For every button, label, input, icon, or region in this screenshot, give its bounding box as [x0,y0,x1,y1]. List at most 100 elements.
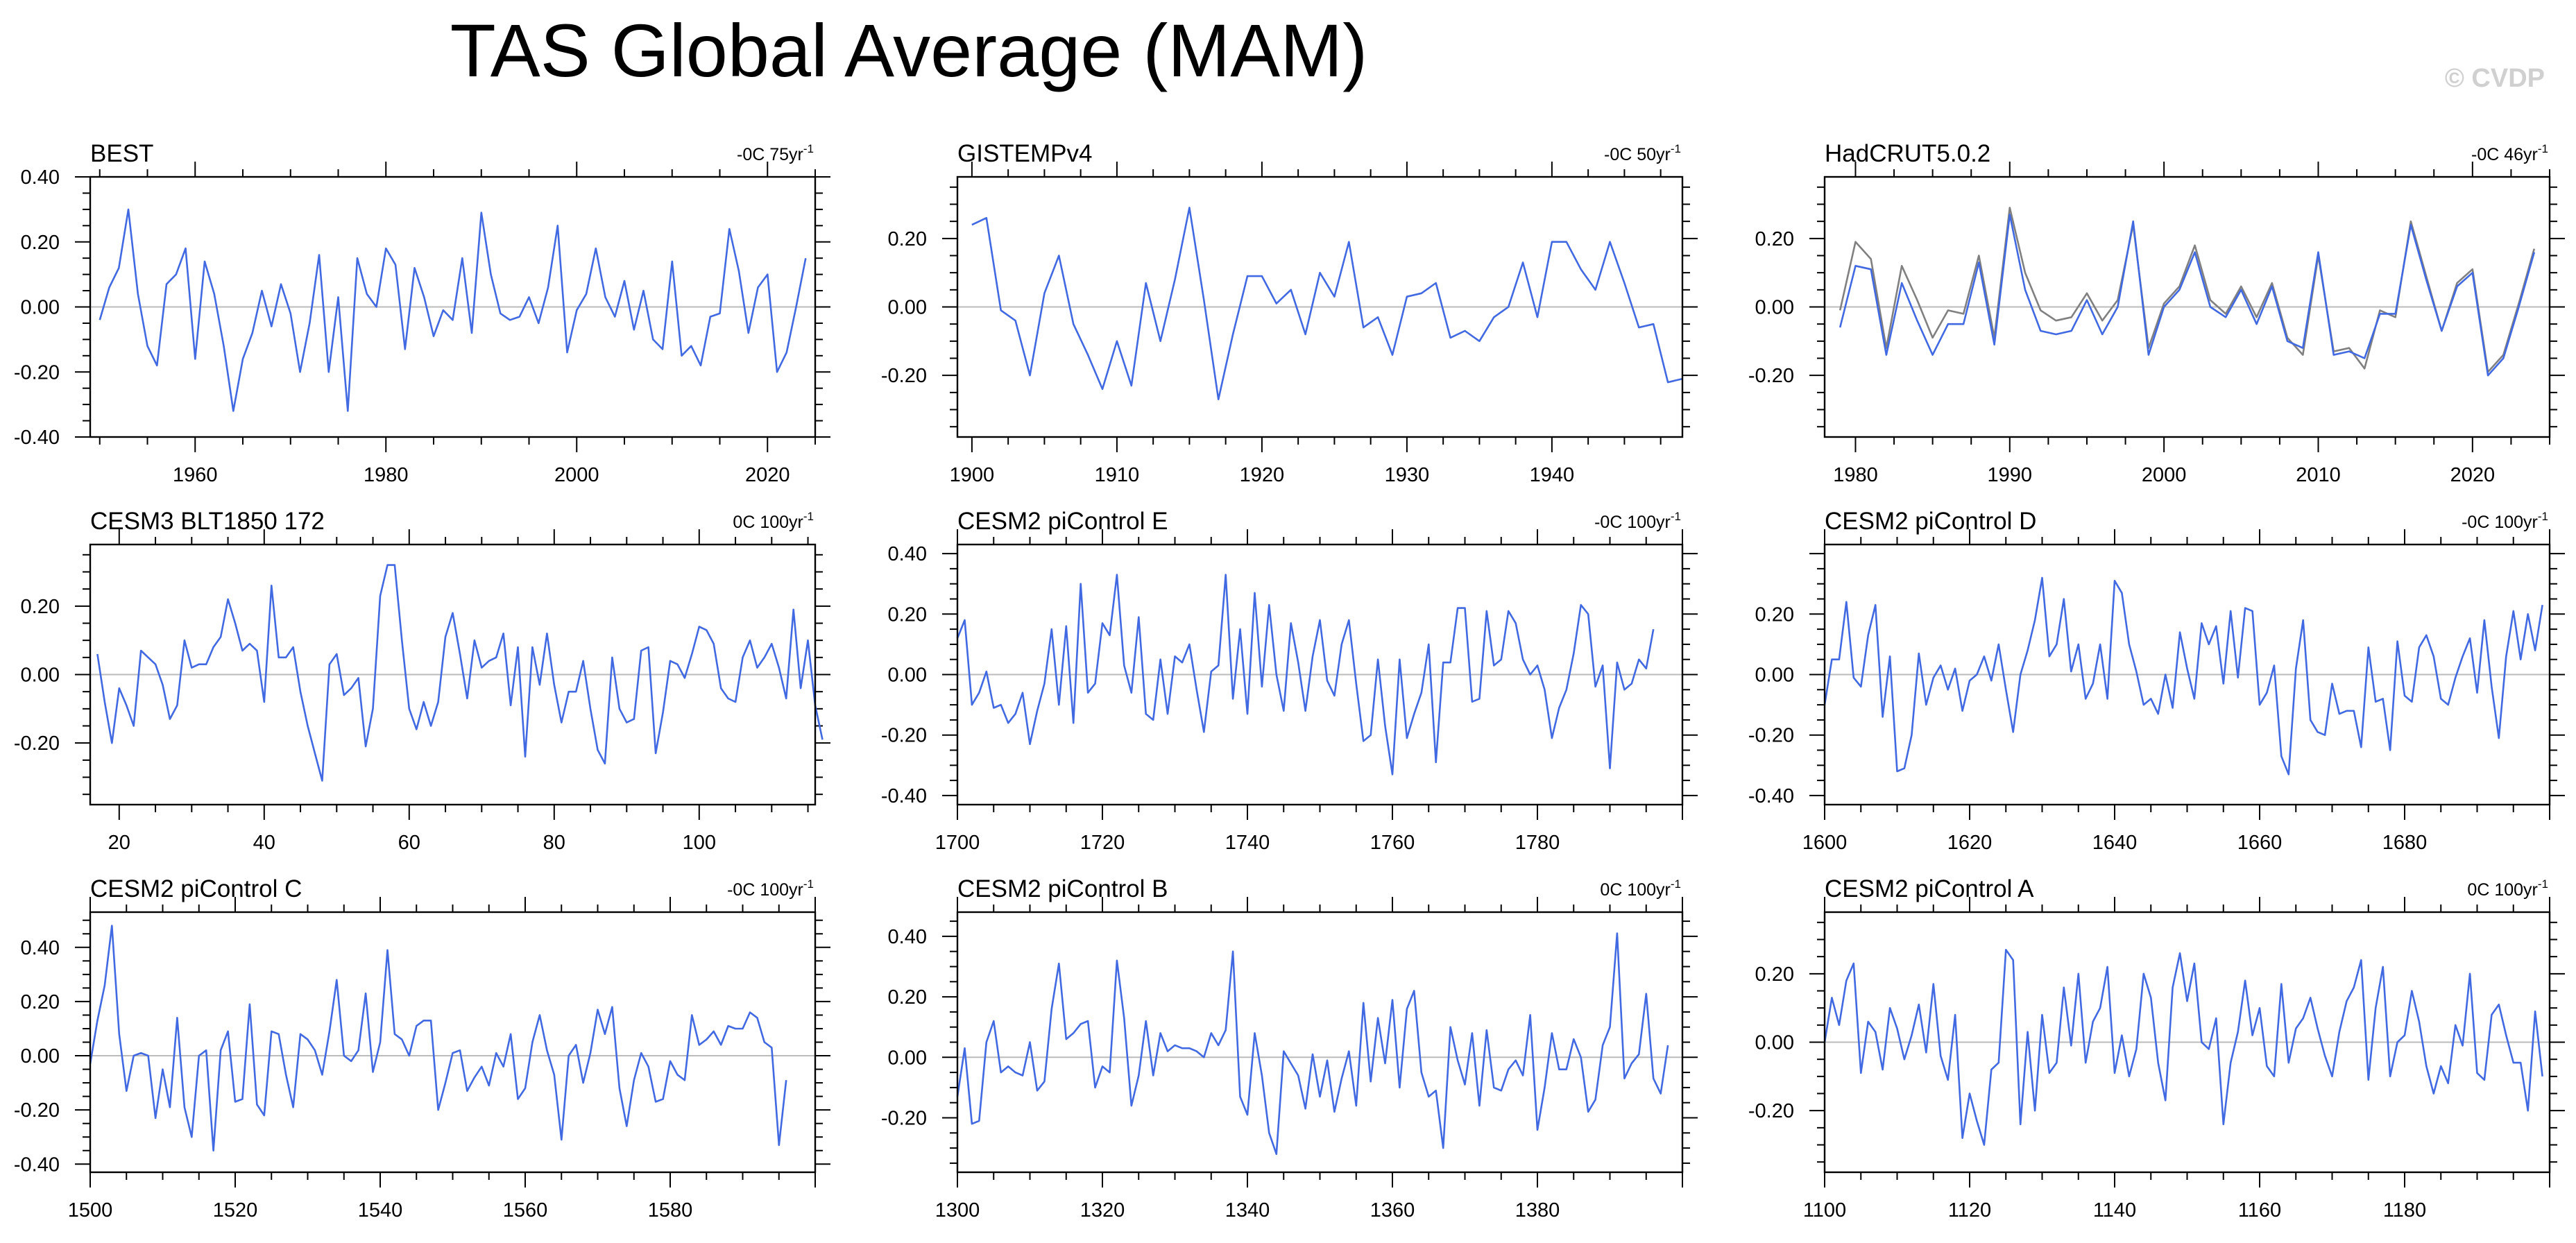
trend-label: 0C 100yr-1 [2467,877,2548,900]
panel-title: CESM2 piControl C [90,875,302,902]
trend-exponent: -1 [2538,142,2548,155]
trend-exponent: -1 [803,877,814,891]
y-tick-label: -0.20 [1748,725,1794,747]
y-tick-label: -0.20 [881,725,927,747]
panel-title: CESM2 piControl E [957,508,1168,535]
x-tick-label: 1780 [1515,832,1560,854]
series-line [971,207,1683,401]
y-tick-label: 0.20 [1755,963,1794,986]
x-tick-label: 1940 [1530,464,1575,486]
x-tick-label: 1140 [2093,1199,2136,1221]
trend-exponent: -1 [2538,877,2548,891]
y-tick-label: -0.20 [881,1108,927,1130]
y-tick-label: 0.00 [888,1047,927,1069]
x-tick-label: 1660 [2237,832,2283,854]
trend-exponent: -1 [1671,877,1681,891]
series-line [1823,576,2543,775]
y-tick-label: -0.20 [14,361,60,384]
y-tick-label: 0.00 [1755,297,1794,319]
trend-label: 0C 100yr-1 [1600,877,1681,900]
x-tick-label: 1910 [1095,464,1140,486]
panel-title: CESM2 piControl B [957,875,1168,902]
plot-frame [956,543,1684,806]
x-tick-label: 1540 [358,1199,403,1221]
x-tick-label: 1360 [1370,1199,1415,1221]
x-tick-label: 2020 [745,464,790,486]
x-tick-label: 80 [543,832,565,854]
x-tick-label: 1160 [2238,1199,2281,1221]
x-tick-label: 1100 [1803,1199,1846,1221]
trend-label: -0C 100yr-1 [2462,510,2548,532]
plot-frame [1823,911,2551,1174]
y-tick-label: -0.20 [1748,365,1794,387]
x-tick-label: 2000 [2142,464,2187,486]
x-tick-label: 1640 [2092,832,2138,854]
plot-frame [956,175,1684,438]
x-tick-label: 20 [108,832,130,854]
trend-exponent: -1 [2538,510,2548,523]
y-tick-label: 0.20 [888,228,927,250]
y-tick-label: -0.40 [881,785,927,807]
chart-panel-1: 1960 1980 2000 2020 -0.40 -0.20 0.00 0.20 0.40 BE… [14,140,830,486]
plot-frame [89,543,817,806]
y-tick-label: 0.40 [888,926,927,948]
chart-panel-8: 1300 1320 1340 1360 1380 -0.20 0.00 0.20 0.40 CES… [881,875,1698,1221]
series-line [956,574,1655,775]
panel-title: HadCRUT5.0.2 [1825,140,1990,167]
chart-panel-3: 1980 1990 2000 2010 2020 -0.20 0.00 0.20 HadCRUT… [1748,140,2565,486]
series-line [99,208,807,412]
chart-panel-6: 1600 1620 1640 1660 1680 -0.40 -0.20 0.00 0.20 CE… [1748,508,2565,854]
plot-frame [1823,175,2551,438]
x-tick-label: 1930 [1385,464,1430,486]
y-tick-label: 0.00 [21,297,60,319]
panel-title: CESM2 piControl A [1825,875,2034,902]
trend-label: -0C 100yr-1 [727,877,814,900]
series-line [89,925,787,1152]
chart-panel-5: 1700 1720 1740 1760 1780 -0.40 -0.20 0.00 0.20 0.… [881,508,1698,854]
trend-exponent: -1 [1671,142,1681,155]
x-tick-label: 1340 [1225,1199,1270,1221]
x-tick-label: 1620 [1947,832,1993,854]
x-tick-label: 1990 [1988,464,2033,486]
x-tick-label: 2000 [554,464,599,486]
trend-label: -0C 46yr-1 [2471,142,2548,164]
y-tick-label: 0.00 [21,1045,60,1068]
y-tick-label: 0.00 [1755,1032,1794,1054]
y-tick-label: 0.40 [21,937,60,959]
y-tick-label: -0.20 [1748,1100,1794,1122]
x-tick-label: 1680 [2382,832,2428,854]
x-tick-label: 1500 [68,1199,113,1221]
x-tick-label: 1980 [364,464,409,486]
x-tick-label: 1920 [1240,464,1285,486]
y-tick-label: 0.40 [21,166,60,189]
y-tick-label: 0.20 [888,986,927,1009]
y-tick-label: -0.40 [14,1154,60,1176]
y-tick-label: 0.00 [888,665,927,687]
plot-frame [956,911,1684,1174]
y-tick-label: 0.20 [1755,603,1794,626]
trend-exponent: -1 [1671,510,1681,523]
x-tick-label: 60 [398,832,420,854]
series-line [1823,949,2543,1146]
y-tick-label: 0.00 [888,297,927,319]
series-line [96,564,824,782]
x-tick-label: 2020 [2450,464,2496,486]
x-tick-label: 1380 [1515,1199,1560,1221]
plot-frame [89,911,817,1174]
x-tick-label: 1300 [935,1199,980,1221]
panel-title: CESM2 piControl D [1825,508,2036,535]
chart-panel-2: 1900 1910 1920 1930 1940 -0.20 0.00 0.20 GISTEMP… [881,140,1698,486]
trend-label: -0C 100yr-1 [1594,510,1681,532]
x-tick-label: 2010 [2296,464,2341,486]
y-tick-label: 0.00 [1755,665,1794,687]
y-tick-label: 0.20 [1755,228,1794,250]
y-tick-label: -0.40 [1748,785,1794,807]
x-tick-label: 1580 [648,1199,693,1221]
y-tick-label: -0.20 [14,1099,60,1122]
x-tick-label: 1520 [213,1199,258,1221]
y-tick-label: 0.00 [21,665,60,687]
x-tick-label: 1320 [1080,1199,1125,1221]
x-tick-label: 1980 [1833,464,1878,486]
x-tick-label: 1700 [935,832,980,854]
page-title: TAS Global Average (MAM) [450,8,1368,92]
